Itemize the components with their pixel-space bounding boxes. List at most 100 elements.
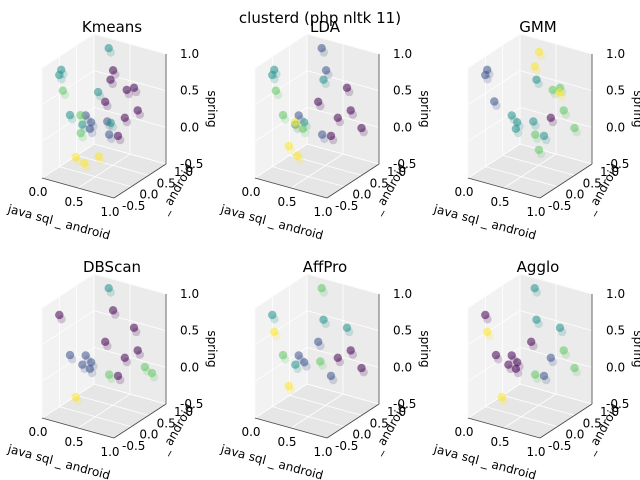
grid-line-y	[502, 394, 575, 416]
grid-line-y	[289, 154, 362, 176]
data-point-cluster-0	[494, 355, 503, 364]
data-point-cluster-4	[284, 381, 293, 391]
data-point-cluster-3	[58, 86, 68, 95]
data-point-cluster-0	[103, 101, 112, 111]
data-point-cluster-0	[357, 123, 366, 133]
z-tick-label: 0.5	[180, 84, 199, 98]
data-point-cluster-1	[81, 351, 90, 360]
y-tick-label: 0.5	[583, 176, 602, 190]
data-point-cluster-4	[270, 327, 279, 336]
grid-line-z	[41, 273, 95, 309]
grid-line-z	[467, 310, 521, 346]
y-tick-label: -0.5	[548, 199, 571, 213]
grid-line-z	[254, 310, 308, 346]
data-point-cluster-0	[335, 117, 345, 127]
z-tick-label: 0.5	[393, 324, 412, 338]
y-tick-label: 0.5	[370, 176, 389, 190]
data-point-cluster-0	[55, 310, 64, 320]
data-point-cluster-4	[497, 392, 506, 402]
grid-line-y	[289, 394, 362, 416]
grid-line-y	[76, 154, 149, 176]
grid-line-z	[93, 310, 167, 332]
data-point-cluster-2	[531, 121, 540, 130]
grid-line-z	[41, 310, 95, 346]
data-point-cluster-3	[281, 355, 290, 364]
data-point-cluster-1	[294, 111, 303, 120]
z-tick-label: -0.5	[180, 157, 203, 171]
grid-line-z	[519, 310, 593, 332]
z-tick-label: -0.5	[393, 157, 416, 171]
data-point-cluster-3	[559, 346, 568, 355]
data-point-cluster-0	[133, 346, 142, 355]
data-point-cluster-2	[104, 44, 113, 53]
z-tick-label: -0.5	[606, 397, 629, 411]
data-point-cluster-2	[272, 69, 281, 79]
data-point-cluster-2	[57, 75, 66, 84]
data-point-cluster-4	[534, 47, 544, 57]
data-point-cluster-1	[326, 371, 336, 381]
y-axis-line	[326, 163, 380, 199]
data-point-cluster-0	[111, 310, 120, 319]
data-point-cluster-4	[96, 156, 106, 165]
data-point-cluster-0	[507, 351, 516, 360]
z-tick-label: 0.0	[180, 120, 199, 134]
data-point-cluster-3	[548, 85, 557, 95]
data-point-cluster-1	[294, 351, 303, 360]
grid-line-y	[93, 143, 167, 165]
data-point-cluster-0	[329, 135, 338, 145]
subplot-title: GMM	[519, 18, 557, 36]
data-point-cluster-4	[286, 146, 296, 155]
data-point-cluster-0	[504, 360, 513, 369]
grid-line-x	[503, 153, 557, 189]
data-point-cluster-2	[532, 288, 541, 297]
data-point-cluster-1	[320, 134, 329, 144]
z-axis-label: spring	[631, 90, 640, 127]
grid-line-y	[519, 383, 593, 405]
z-tick-label: 0.0	[180, 360, 199, 374]
data-point-cluster-2	[270, 75, 279, 84]
data-point-cluster-4	[499, 397, 509, 406]
data-point-cluster-4	[94, 152, 103, 161]
grid-line-y	[76, 394, 149, 416]
figure-suptitle: clusterd (php nltk 11)	[239, 9, 401, 27]
data-point-cluster-2	[106, 288, 116, 297]
data-point-cluster-1	[317, 44, 326, 53]
z-tick-label: 1.0	[180, 47, 199, 61]
data-point-cluster-1	[492, 101, 501, 111]
z-tick-label: 0.0	[606, 120, 625, 134]
data-point-cluster-1	[483, 75, 492, 84]
data-point-cluster-2	[513, 118, 522, 127]
grid-line-z	[306, 33, 380, 55]
data-point-cluster-1	[314, 337, 323, 346]
data-point-cluster-1	[87, 368, 97, 378]
data-point-cluster-0	[113, 371, 123, 381]
subplot-title: DBScan	[83, 258, 141, 276]
data-point-cluster-4	[71, 392, 81, 402]
data-point-cluster-0	[108, 79, 117, 89]
data-point-cluster-3	[316, 357, 325, 366]
subplot-title: Kmeans	[82, 18, 142, 36]
data-point-cluster-0	[124, 89, 133, 99]
data-point-cluster-0	[529, 341, 538, 351]
x-tick-label: 0.5	[277, 195, 296, 209]
x-tick-label: 0.0	[241, 425, 260, 439]
y-tick-label: 1.0	[387, 405, 406, 419]
data-point-cluster-4	[71, 152, 81, 162]
data-point-cluster-4	[286, 386, 296, 395]
x-tick-label: 0.5	[490, 435, 509, 449]
data-point-cluster-0	[135, 110, 145, 119]
data-point-cluster-2	[532, 75, 541, 84]
data-point-cluster-4	[293, 122, 302, 131]
grid-line-z	[93, 33, 167, 55]
data-point-cluster-0	[116, 135, 125, 145]
data-point-cluster-4	[532, 66, 541, 76]
data-point-cluster-0	[348, 110, 358, 119]
data-point-cluster-1	[485, 69, 494, 79]
y-tick-label: 1.0	[600, 405, 619, 419]
data-point-cluster-3	[536, 149, 546, 159]
y-axis-line	[113, 163, 167, 199]
z-tick-label: -0.5	[180, 397, 203, 411]
data-point-cluster-2	[104, 284, 113, 293]
subplot-dbscan: 0.00.51.0 -0.50.00.51.0-0.50.00.51.0java …	[5, 258, 219, 480]
data-point-cluster-0	[481, 310, 490, 320]
